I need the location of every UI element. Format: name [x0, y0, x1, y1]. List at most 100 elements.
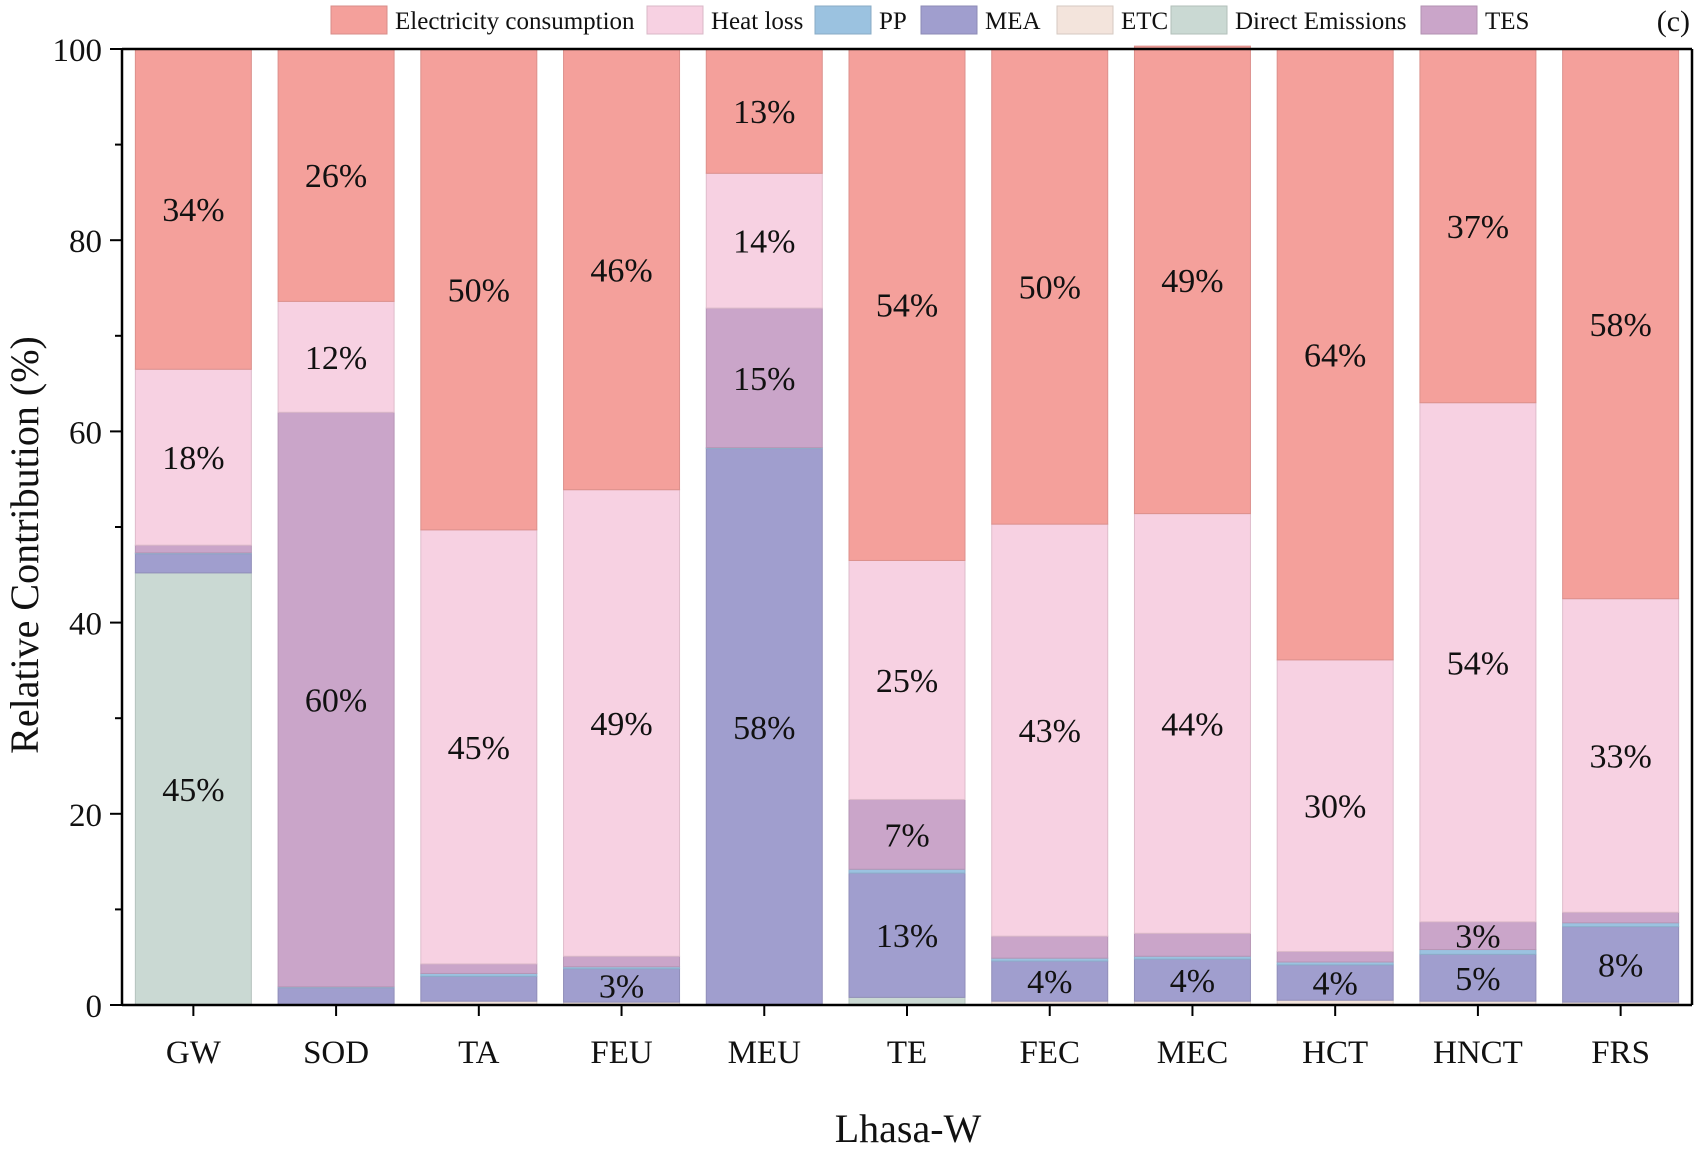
y-axis-title: Relative Contribution (%) [2, 336, 47, 754]
bar-meu-heat-loss [705, 172, 823, 309]
bar-te-heat-loss [848, 559, 966, 800]
x-tick-label-hct: HCT [1302, 1035, 1368, 1071]
bar-sod-tes [277, 411, 395, 988]
legend-swatch-pp [814, 5, 872, 35]
legend-label-etc: ETC [1121, 8, 1168, 35]
x-tick-label-frs: FRS [1591, 1035, 1650, 1071]
y-tick-label-40: 40 [69, 607, 102, 643]
bar-gw-electricity-consumption [134, 48, 252, 370]
bar-mec-mea [1133, 958, 1251, 1002]
bar-hnct-tes [1419, 921, 1537, 951]
x-tick-label-gw: GW [166, 1035, 222, 1071]
y-tick-label-80: 80 [69, 224, 102, 260]
data-label-te-tes: 7% [884, 817, 929, 854]
data-label-mec-electricity-consumption: 49% [1161, 263, 1223, 300]
bar-gw-tes [134, 544, 252, 554]
y-tick-label-0: 0 [86, 989, 103, 1025]
bar-hnct-heat-loss [1419, 402, 1537, 923]
data-label-meu-electricity-consumption: 13% [733, 94, 795, 131]
data-label-fec-mea: 4% [1027, 964, 1072, 1001]
data-label-mec-heat-loss: 44% [1161, 706, 1223, 743]
data-label-meu-heat-loss: 14% [733, 224, 795, 261]
data-label-ta-heat-loss: 45% [448, 730, 510, 767]
data-label-te-mea: 13% [876, 918, 938, 955]
data-label-meu-tes: 15% [733, 361, 795, 398]
data-label-hct-heat-loss: 30% [1304, 789, 1366, 826]
bar-fec-tes [991, 935, 1109, 959]
legend-swatch-tes [1420, 5, 1478, 35]
bar-fec-mea [991, 960, 1109, 1002]
data-label-frs-mea: 8% [1598, 947, 1643, 984]
bar-hct-mea [1276, 964, 1394, 1001]
data-label-sod-electricity-consumption: 26% [305, 158, 367, 195]
y-tick-label-20: 20 [69, 798, 102, 834]
data-label-feu-mea: 3% [599, 968, 644, 1005]
bar-fec-heat-loss [991, 523, 1109, 937]
bar-hnct-mea [1419, 953, 1537, 1002]
legend-swatch-heat-loss [646, 5, 704, 35]
bar-frs-pp [1562, 922, 1680, 928]
x-tick-label-hnct: HNCT [1433, 1035, 1523, 1071]
bar-feu-mea [563, 968, 681, 1003]
y-tick-label-60: 60 [69, 415, 102, 451]
x-tick-label-ta: TA [458, 1035, 500, 1071]
bar-sod-heat-loss [277, 300, 395, 413]
bar-mec-tes [1133, 932, 1251, 957]
data-label-te-heat-loss: 25% [876, 663, 938, 700]
legend-label-heat-loss: Heat loss [711, 8, 803, 35]
x-tick-label-feu: FEU [590, 1035, 653, 1071]
bar-mec-heat-loss [1133, 513, 1251, 934]
data-label-hnct-electricity-consumption: 37% [1447, 209, 1509, 246]
data-label-hnct-tes: 3% [1455, 919, 1500, 956]
bar-meu-tes [705, 307, 823, 449]
bar-frs-electricity-consumption [1562, 48, 1680, 600]
data-label-frs-heat-loss: 33% [1589, 738, 1651, 775]
bar-hct-tes [1276, 950, 1394, 963]
x-tick-label-sod: SOD [303, 1035, 369, 1071]
bar-feu-electricity-consumption [563, 48, 681, 491]
data-label-frs-electricity-consumption: 58% [1589, 307, 1651, 344]
bar-ta-mea [420, 975, 538, 1002]
bar-te-tes [848, 798, 966, 870]
bar-feu-tes [563, 955, 681, 968]
bar-ta-electricity-consumption [420, 48, 538, 531]
legend-swatch-etc [1056, 5, 1114, 35]
legend-label-pp: PP [879, 8, 907, 35]
data-label-hnct-heat-loss: 54% [1447, 645, 1509, 682]
x-axis-title: Lhasa-W [835, 1106, 982, 1151]
bar-frs-mea [1562, 926, 1680, 1003]
legend: Electricity consumption Heat loss PP MEA ETC… [330, 5, 1529, 35]
bar-ta-tes [420, 963, 538, 974]
legend-swatch-direct-emissions [1170, 5, 1228, 35]
bar-ta-heat-loss [420, 529, 538, 965]
data-label-meu-mea: 58% [733, 710, 795, 747]
data-label-sod-tes: 60% [305, 683, 367, 720]
bar-frs-tes [1562, 911, 1680, 924]
bar-gw-direct-emissions [134, 572, 252, 1006]
data-labels: 45% 18% 34% 60% 12% 26% 45% 50% 3% 49% 46% 58% 15% 14… [162, 94, 1652, 1005]
axes: 0 20 40 60 80 100 GW SOD TA FEU MEU TE FEC MEC HCT HNCT… [53, 33, 1694, 1071]
data-label-ta-electricity-consumption: 50% [448, 272, 510, 309]
bar-hct-electricity-consumption [1276, 48, 1394, 661]
bar-hct-heat-loss [1276, 659, 1394, 952]
bar-frs-heat-loss [1562, 598, 1680, 913]
x-tick-label-mec: MEC [1157, 1035, 1229, 1071]
data-label-te-electricity-consumption: 54% [876, 288, 938, 325]
legend-label-mea: MEA [985, 8, 1041, 35]
data-label-hct-mea: 4% [1313, 966, 1358, 1003]
bar-gw-heat-loss [134, 368, 252, 546]
panel-label: (c) [1657, 5, 1690, 38]
legend-swatch-electricity-consumption [330, 5, 388, 35]
data-label-mec-mea: 4% [1170, 963, 1215, 1000]
bars [134, 45, 1680, 1006]
x-tick-label-meu: MEU [728, 1035, 802, 1071]
legend-label-electricity-consumption: Electricity consumption [395, 8, 635, 35]
x-tick-label-te: TE [887, 1035, 927, 1071]
data-label-hnct-mea: 5% [1455, 961, 1500, 998]
bar-te-pp [848, 868, 966, 874]
data-label-sod-heat-loss: 12% [305, 340, 367, 377]
data-label-gw-electricity-consumption: 34% [162, 192, 224, 229]
legend-swatch-mea [920, 5, 978, 35]
data-label-feu-electricity-consumption: 46% [590, 252, 652, 289]
